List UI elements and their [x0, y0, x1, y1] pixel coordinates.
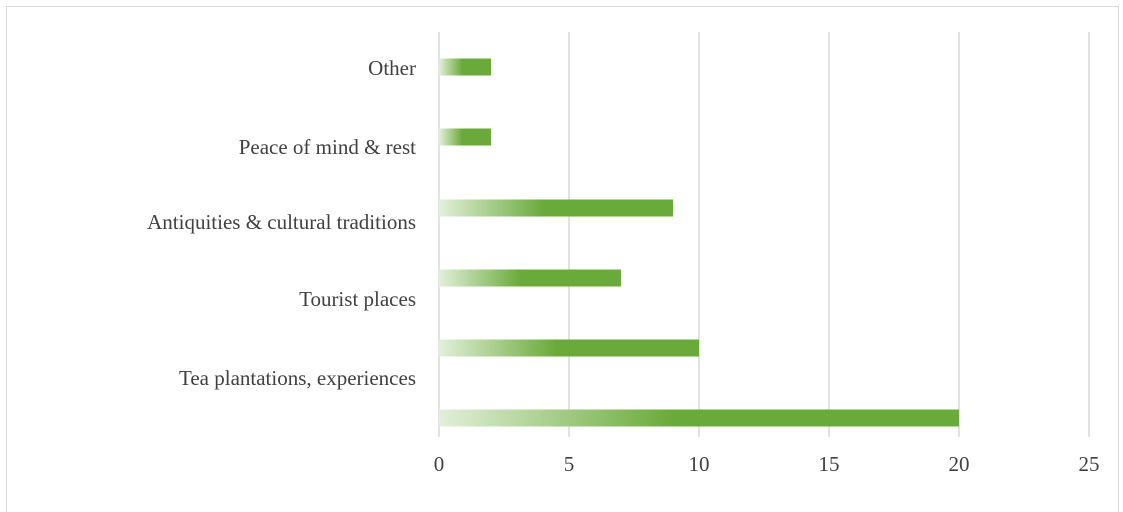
- bars: [439, 58, 959, 427]
- bar-5: [439, 409, 959, 427]
- bar-2: [439, 199, 673, 217]
- x-tick-label-3: 15: [819, 452, 840, 476]
- category-labels: Other Peace of mind & rest Antiquities & c…: [147, 56, 416, 390]
- x-tick-label-5: 25: [1079, 452, 1100, 476]
- x-tick-label-4: 20: [949, 452, 970, 476]
- chart-frame: [6, 6, 1119, 512]
- x-tick-label-1: 5: [564, 452, 575, 476]
- x-axis-tick-labels: 0 5 10 15 20 25: [434, 452, 1100, 476]
- category-label-4: Tea plantations, experiences: [179, 366, 416, 390]
- category-label-3: Tourist places: [299, 287, 416, 311]
- gridlines: [438, 32, 1090, 437]
- bar-3: [439, 269, 621, 287]
- bar-0: [439, 58, 491, 76]
- category-label-2: Antiquities & cultural traditions: [147, 210, 416, 234]
- bar-1: [439, 128, 491, 146]
- x-tick-label-2: 10: [689, 452, 710, 476]
- category-label-1: Peace of mind & rest: [239, 135, 416, 159]
- category-label-0: Other: [368, 56, 416, 80]
- x-tick-label-0: 0: [434, 452, 445, 476]
- bar-4: [439, 339, 699, 357]
